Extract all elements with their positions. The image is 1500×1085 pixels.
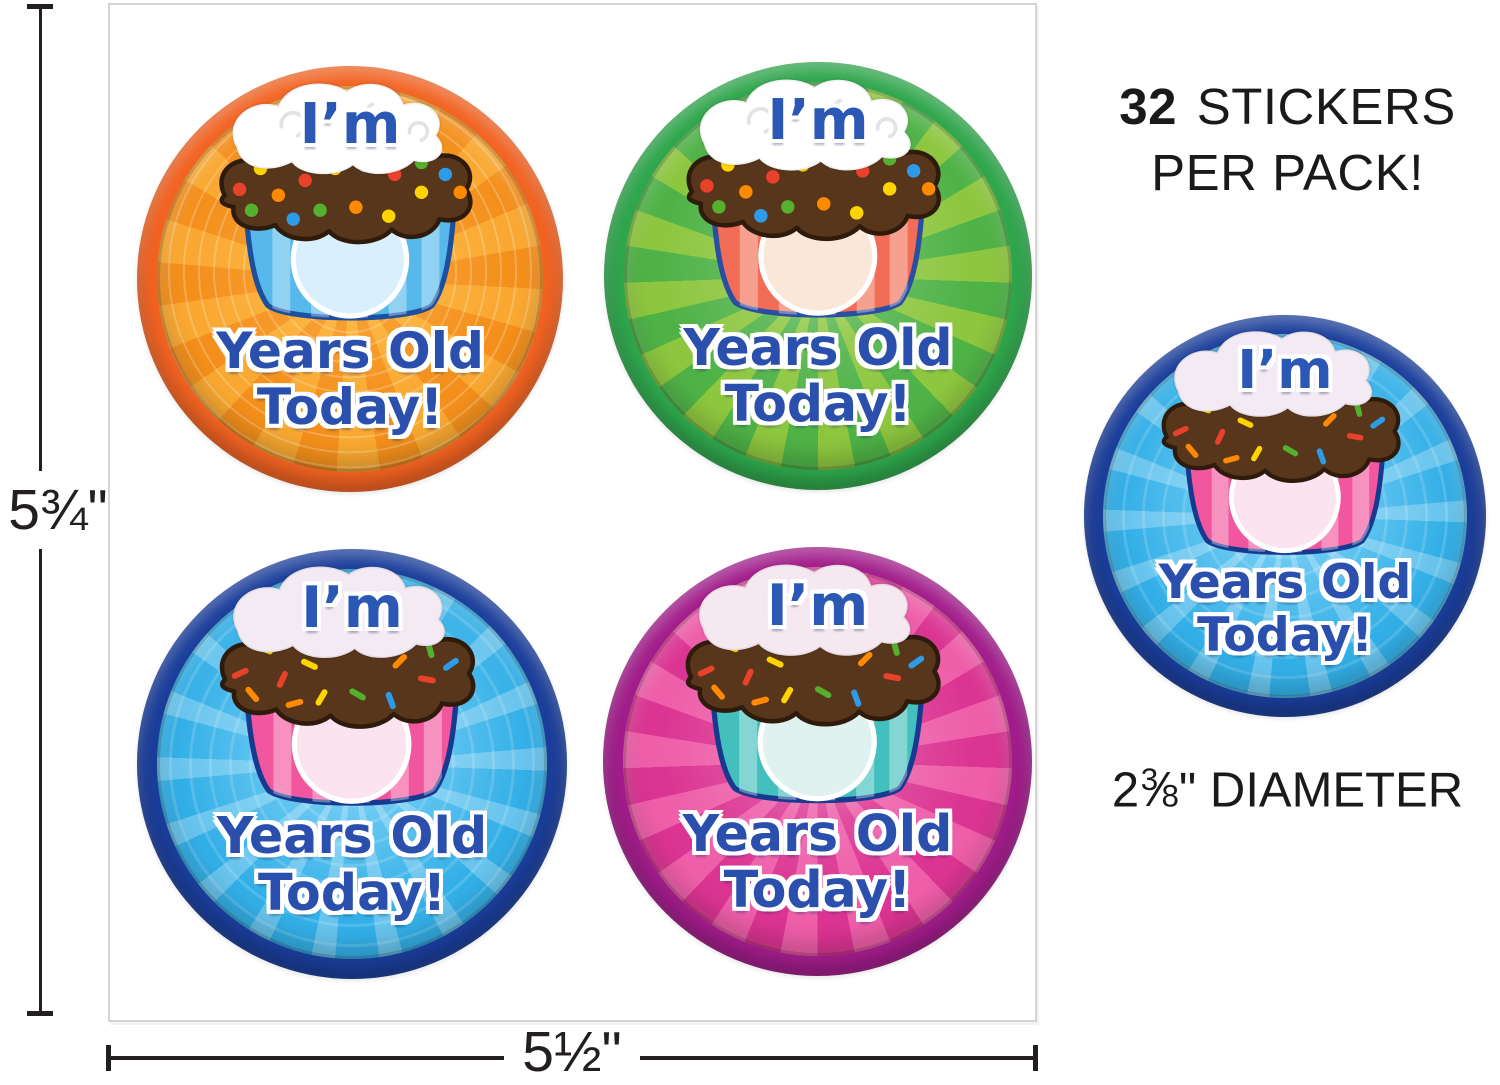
diameter-suffix: " DIAMETER [1178, 763, 1464, 818]
sticker-im-text: I’m [767, 87, 869, 153]
width-dimension-label: 5½" [522, 1020, 622, 1084]
dimension-line-segment [38, 549, 42, 1011]
pack-note-line2: PER PACK! [1151, 144, 1424, 202]
sticker-magenta: I’m Years Old Today! [603, 547, 1032, 976]
height-dimension-label: 5¾" [8, 478, 108, 542]
diameter-whole: 2 [1111, 763, 1140, 818]
sticker-today-text: Today! [724, 374, 912, 434]
sticker-today-text: Today! [1197, 608, 1373, 664]
sticker-orange: I’m Years Old Today! [137, 66, 563, 492]
sticker-years-old-text: Years Old [683, 317, 953, 377]
pack-count-note: 32 STICKERS PER PACK! [1075, 74, 1500, 207]
sticker-im-text: I’m [1237, 339, 1333, 402]
diameter-fraction-numerator: 3 [1140, 762, 1159, 797]
sticker-years-old-text: Years Old [216, 806, 488, 866]
sticker-years-old-text: Years Old [1158, 555, 1412, 611]
sticker-blue: I’m Years Old Today! [137, 549, 567, 979]
diameter-fraction-denominator: 8 [1161, 778, 1179, 814]
width-dimension-line: 5½" [106, 1020, 1039, 1084]
dimension-cap [106, 1045, 111, 1071]
diameter-note: 23⁄8" DIAMETER [1075, 762, 1500, 818]
fraction-slash: ⁄ [1155, 763, 1164, 818]
dimension-cap [27, 4, 53, 9]
pack-note-line1: 32 STICKERS [1075, 74, 1500, 140]
sticker-years-old-text: Years Old [682, 803, 953, 863]
dimension-line-segment [639, 1056, 1034, 1060]
dimension-cap [1033, 1045, 1039, 1071]
sticker-today-text: Today! [256, 376, 444, 436]
sticker-blue-single: I’m Years Old Today! [1084, 315, 1486, 717]
dimension-line-segment [38, 9, 42, 471]
dimension-cap [27, 1011, 53, 1016]
sticker-im-text: I’m [301, 574, 403, 641]
sticker-today-text: Today! [723, 860, 912, 920]
height-dimension-line: 5¾" [8, 4, 108, 1016]
sticker-green: I’m Years Old Today! [604, 62, 1032, 490]
sticker-today-text: Today! [258, 862, 446, 922]
sticker-im-text: I’m [299, 91, 401, 157]
pack-stickers-word: STICKERS [1196, 78, 1456, 135]
pack-count-number: 32 [1119, 78, 1177, 135]
dimension-line-segment [111, 1056, 505, 1060]
sticker-years-old-text: Years Old [216, 320, 484, 380]
sticker-im-text: I’m [766, 572, 869, 639]
